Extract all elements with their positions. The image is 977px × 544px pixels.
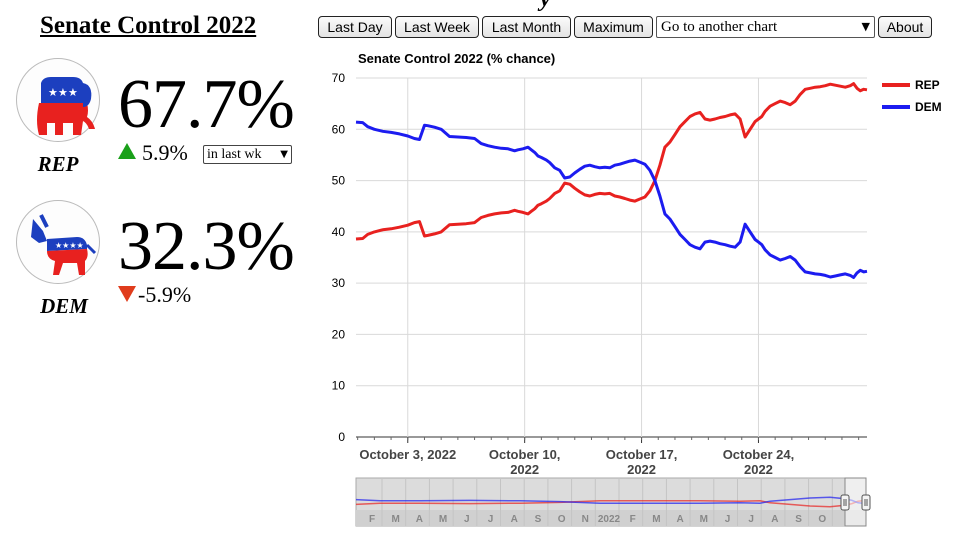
y-tick-label: 40 — [332, 225, 346, 239]
last-month-button[interactable]: Last Month — [482, 16, 571, 38]
change-range-select[interactable]: in last wk ▼ — [203, 145, 292, 164]
rep-change: 5.9% — [118, 141, 188, 165]
navigator-month-label: J — [725, 514, 731, 525]
series-line-rep — [355, 82, 868, 241]
maximum-button[interactable]: Maximum — [574, 16, 653, 38]
chevron-down-icon: ▼ — [280, 149, 288, 160]
navigator-month-label: 2022 — [598, 514, 621, 525]
y-tick-label: 30 — [332, 276, 346, 290]
republican-elephant-icon: ★ ★ ★ — [16, 58, 100, 142]
navigator-month-label: S — [795, 514, 802, 525]
page-title: Senate Control 2022 — [40, 12, 257, 39]
navigator-month-label: J — [464, 514, 470, 525]
navigator-right-handle[interactable] — [861, 494, 871, 511]
y-tick-label: 0 — [338, 430, 345, 444]
chart-select-value: Go to another chart — [661, 19, 778, 35]
dem-change: -5.9% — [118, 283, 191, 307]
top-fragment-text: y — [540, 0, 551, 13]
dem-label: DEM — [40, 294, 88, 318]
x-tick-label: October 24, — [723, 447, 795, 462]
rep-label: REP — [37, 152, 79, 176]
navigator-month-label: M — [392, 514, 400, 525]
y-tick-label: 50 — [332, 174, 346, 188]
series-lines — [355, 82, 868, 279]
arrow-up-icon — [118, 143, 136, 159]
legend-label-dem: DEM — [915, 100, 942, 114]
y-tick-label: 20 — [332, 327, 346, 341]
svg-text:★: ★ — [68, 86, 78, 99]
chart-select[interactable]: Go to another chart ▼ — [656, 16, 875, 38]
navigator-month-label: M — [700, 514, 708, 525]
last-day-button[interactable]: Last Day — [318, 16, 392, 38]
x-tick-label: October 10, — [489, 447, 561, 462]
chevron-down-icon: ▼ — [861, 20, 870, 33]
y-tick-label: 70 — [332, 71, 346, 85]
about-button[interactable]: About — [878, 16, 932, 38]
svg-text:★: ★ — [58, 86, 68, 99]
navigator-month-label: S — [535, 514, 542, 525]
legend-label-rep: REP — [915, 78, 940, 92]
dem-percent: 32.3% — [118, 208, 295, 285]
chart-grid — [356, 77, 867, 443]
svg-text:★: ★ — [48, 86, 58, 99]
navigator-month-label: A — [511, 514, 518, 525]
svg-text:★★★★: ★★★★ — [55, 241, 84, 250]
navigator-month-label: M — [439, 514, 447, 525]
navigator-month-label: A — [676, 514, 683, 525]
rep-percent: 67.7% — [118, 66, 295, 143]
x-tick-label: October 17, — [606, 447, 678, 462]
y-tick-label: 10 — [332, 379, 346, 393]
series-line-dem — [355, 120, 868, 279]
navigator-month-label: F — [369, 514, 375, 525]
navigator-axis-band — [356, 510, 866, 526]
navigator-month-label: A — [771, 514, 778, 525]
x-tick-label: 2022 — [627, 462, 656, 477]
navigator-month-label: M — [652, 514, 660, 525]
navigator-month-label: A — [416, 514, 423, 525]
rep-change-value: 5.9% — [142, 140, 188, 165]
y-tick-label: 60 — [332, 122, 346, 136]
x-tick-label: 2022 — [510, 462, 539, 477]
y-axis-labels: 0 10 20 30 40 50 60 70 — [332, 71, 346, 444]
democrat-donkey-icon: ★★★★ — [16, 200, 100, 284]
range-select-value: in last wk — [207, 147, 262, 162]
x-tick-label: October 3, 2022 — [359, 447, 456, 462]
chart-title: Senate Control 2022 (% chance) — [358, 51, 555, 66]
navigator-month-label: J — [748, 514, 754, 525]
range-navigator[interactable]: F M A M J J A S O N 2022 F M A M J J A S O — [355, 477, 871, 527]
navigator-left-handle[interactable] — [840, 494, 850, 511]
arrow-down-icon — [118, 286, 136, 302]
navigator-month-label: F — [630, 514, 636, 525]
last-week-button[interactable]: Last Week — [395, 16, 479, 38]
navigator-month-label: O — [558, 514, 566, 525]
navigator-month-label: N — [582, 514, 589, 525]
navigator-month-label: O — [818, 514, 826, 525]
dem-change-value: -5.9% — [138, 282, 192, 307]
x-tick-label: 2022 — [744, 462, 773, 477]
chart-legend: REP DEM — [882, 78, 942, 114]
navigator-month-label: J — [488, 514, 494, 525]
